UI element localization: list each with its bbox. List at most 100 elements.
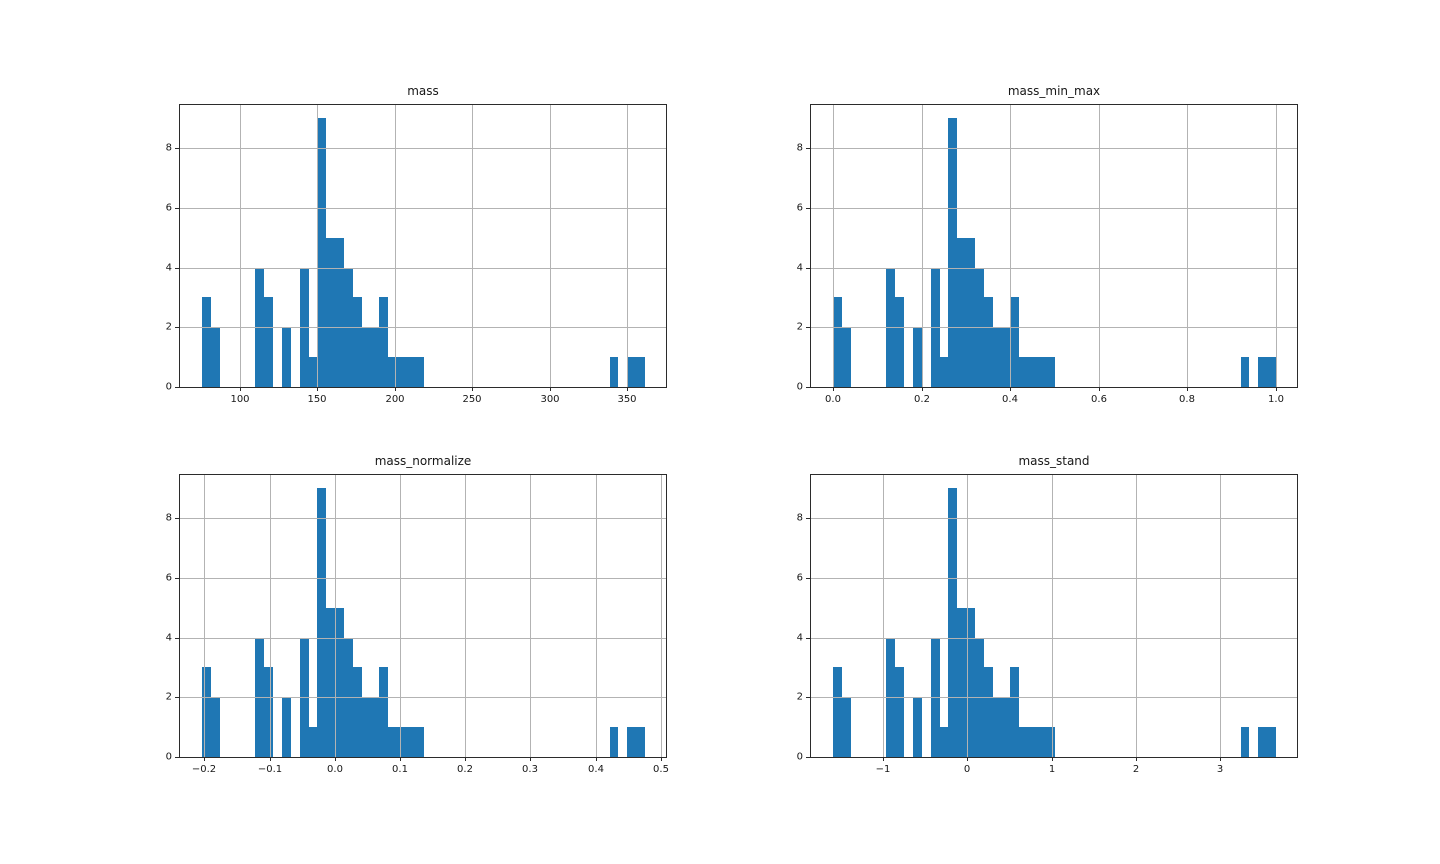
histogram-bar <box>1037 357 1046 387</box>
y-tick-label: 8 <box>796 512 803 524</box>
x-grid-line <box>270 475 271 757</box>
x-tick-mark <box>550 387 551 391</box>
y-tick-label: 6 <box>165 202 172 214</box>
x-grid-line <box>627 105 628 387</box>
histogram-bar <box>1241 727 1249 757</box>
histogram-bar <box>379 667 388 757</box>
histogram-bar <box>993 697 1002 757</box>
x-tick-label: −0.2 <box>191 764 217 775</box>
histogram-bar <box>1028 357 1037 387</box>
histogram-bar <box>957 608 966 757</box>
y-tick-mark <box>806 638 810 639</box>
y-tick-label: 6 <box>165 572 172 584</box>
axes-mass-normalize: mass_normalize −0.2 −0.1 0.0 0.1 0.2 0.3 0.4 0.… <box>166 454 669 775</box>
histogram-bar <box>317 118 326 387</box>
histogram-bar <box>202 297 211 387</box>
histogram-bar <box>202 667 211 757</box>
histogram-bar <box>326 238 335 387</box>
histogram-bar <box>966 238 975 387</box>
histogram-bar <box>966 608 975 757</box>
histogram-bar <box>353 297 362 387</box>
y-tick-label: 2 <box>796 321 803 333</box>
y-tick-mark <box>175 697 179 698</box>
subplot-title-mass-normalize: mass_normalize <box>374 454 472 468</box>
axes-mass-min-max: mass_min_max 0.0 0.2 0.4 0.6 0.8 1.0 0 2 4 6 8 <box>797 84 1298 405</box>
x-grid-line <box>1187 105 1188 387</box>
histogram-bar <box>636 357 645 387</box>
x-tick-mark <box>1276 387 1277 391</box>
x-tick-mark <box>1136 757 1137 761</box>
x-tick-label: 250 <box>462 394 482 405</box>
y-grid-line <box>811 148 1297 149</box>
y-grid-line <box>180 518 666 519</box>
histogram-bar <box>335 608 344 757</box>
y-tick-label: 4 <box>796 632 803 644</box>
histogram-bar <box>833 297 842 387</box>
histogram-bar <box>895 667 904 757</box>
x-tick-mark <box>833 387 834 391</box>
histogram-bar <box>627 727 636 757</box>
histogram-bar <box>895 297 904 387</box>
y-tick-label: 0 <box>165 751 172 763</box>
histogram-bar <box>1002 697 1010 757</box>
y-tick-mark <box>175 148 179 149</box>
x-tick-mark <box>204 757 205 761</box>
x-tick-label: 0 <box>963 764 971 775</box>
y-tick-mark <box>175 757 179 758</box>
histogram-bar <box>627 357 636 387</box>
y-grid-line <box>180 148 666 149</box>
x-tick-label: 350 <box>617 394 637 405</box>
histogram-bar <box>264 297 273 387</box>
x-tick-label: −1 <box>875 764 891 775</box>
histogram-bar <box>388 357 397 387</box>
histogram-bar <box>282 697 291 757</box>
histogram-bar <box>309 727 317 757</box>
y-tick-mark <box>175 638 179 639</box>
x-tick-label: 0.6 <box>1091 394 1107 405</box>
x-tick-mark <box>596 757 597 761</box>
subplot-title-mass-stand: mass_stand <box>1018 454 1090 468</box>
x-tick-mark <box>395 387 396 391</box>
y-grid-line <box>180 638 666 639</box>
histogram-bar <box>362 327 371 387</box>
y-tick-label: 8 <box>165 142 172 154</box>
y-tick-label: 4 <box>165 632 172 644</box>
x-tick-mark <box>1052 757 1053 761</box>
x-grid-line <box>1136 475 1137 757</box>
x-tick-label: 2 <box>1132 764 1140 775</box>
x-grid-line <box>833 105 834 387</box>
histogram-bar <box>1019 727 1028 757</box>
histogram-bar <box>940 727 948 757</box>
histogram-bar <box>1010 297 1019 387</box>
x-tick-mark <box>465 757 466 761</box>
y-grid-line <box>811 578 1297 579</box>
x-tick-mark <box>317 387 318 391</box>
y-grid-line <box>180 327 666 328</box>
x-tick-label: 0.3 <box>522 764 538 775</box>
x-grid-line <box>317 105 318 387</box>
x-tick-label: 100 <box>230 394 250 405</box>
x-grid-line <box>1099 105 1100 387</box>
x-tick-mark <box>967 757 968 761</box>
x-tick-label: 1 <box>1048 764 1056 775</box>
x-grid-line <box>472 105 473 387</box>
y-tick-label: 0 <box>796 381 803 393</box>
x-tick-label: −0.1 <box>257 764 283 775</box>
histogram-bar <box>948 488 957 757</box>
subplot-title-mass: mass <box>407 84 439 98</box>
x-tick-label: 150 <box>307 394 327 405</box>
y-tick-mark <box>806 268 810 269</box>
x-tick-label: 0.2 <box>457 764 473 775</box>
x-tick-mark <box>472 387 473 391</box>
x-tick-mark <box>627 387 628 391</box>
x-tick-mark <box>883 757 884 761</box>
x-tick-mark <box>270 757 271 761</box>
histogram-bar <box>984 297 993 387</box>
histogram-bar <box>993 327 1002 387</box>
histogram-bar <box>282 327 291 387</box>
x-tick-label: 200 <box>385 394 405 405</box>
x-grid-line <box>395 105 396 387</box>
histogram-bar <box>397 357 406 387</box>
histogram-bar <box>379 297 388 387</box>
